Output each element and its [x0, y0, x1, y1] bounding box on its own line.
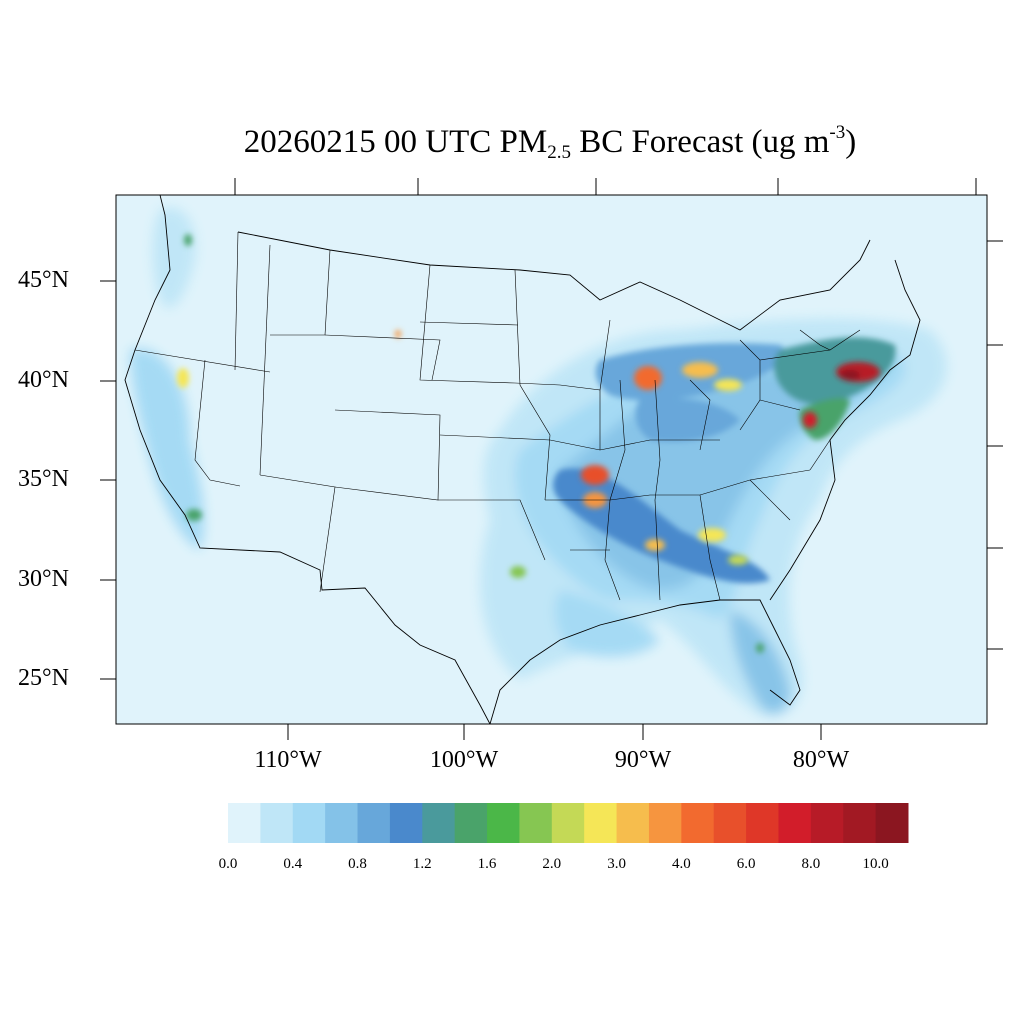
colorbar-swatch: [454, 803, 488, 843]
nyc-core: [840, 370, 860, 380]
colorbar-label: 1.6: [477, 856, 497, 872]
lon-label-100: 100°W: [429, 747, 499, 773]
colorbar-swatch: [778, 803, 812, 843]
coastline-and-border: [124, 195, 491, 724]
lon-label-90: 90°W: [614, 747, 672, 773]
colorbar-swatch: [325, 803, 359, 843]
colorbar-swatch: [648, 803, 682, 843]
georgia-hotspot: [728, 555, 748, 565]
mississippi-hotspot: [645, 539, 665, 551]
lat-label-45: 45°N: [18, 267, 69, 293]
colorbar-label: 1.2: [412, 856, 432, 872]
state-boundaries: [124, 195, 921, 724]
colorbar-swatch: [713, 803, 747, 843]
colorbar-label: 0.0: [218, 856, 238, 872]
lat-label-35: 35°N: [18, 466, 69, 492]
concentration-field: [130, 207, 947, 716]
lat-label-25: 25°N: [18, 665, 69, 691]
colorbar-swatch: [584, 803, 618, 843]
map-frame: [115, 194, 988, 725]
colorbar-swatch: [519, 803, 553, 843]
lon-label-80: 80°W: [792, 747, 850, 773]
alabama-hotspot: [698, 528, 726, 542]
lat-label-40: 40°N: [18, 367, 69, 393]
atlantic-coast-line: [769, 259, 921, 601]
colorbar-swatch: [260, 803, 294, 843]
colorbar-label: 0.8: [348, 856, 367, 872]
colorbar-swatch: [228, 803, 261, 843]
gulf-coast-line: [489, 599, 801, 724]
colorbar-swatch: [746, 803, 779, 843]
cleveland-hotspot: [714, 379, 742, 391]
colorbar-swatch: [487, 803, 520, 843]
colorbar: [228, 803, 909, 843]
colorbar-label: 4.0: [671, 856, 691, 872]
colorbar-label: 6.0: [736, 856, 756, 872]
colorbar-swatch: [875, 803, 909, 843]
colorbar-swatch: [810, 803, 844, 843]
northeast-band: [774, 337, 896, 405]
colorbar-swatch: [551, 803, 585, 843]
detroit-hotspot: [682, 362, 718, 378]
axis-ticks: [100, 178, 1003, 740]
south-band: [553, 468, 770, 584]
colorbar-label: 10.0: [862, 856, 889, 872]
colorbar-swatch: [843, 803, 877, 843]
sf-hotspot: [177, 368, 189, 388]
colorbar-swatch: [681, 803, 715, 843]
colorbar-swatch: [616, 803, 650, 843]
houston-hotspot: [510, 566, 526, 578]
florida-plume: [730, 610, 790, 714]
dc-hotspot: [803, 412, 817, 428]
colorbar-swatch: [422, 803, 456, 843]
seattle-hotspot: [184, 234, 192, 246]
denver-hotspot: [395, 330, 401, 338]
la-hotspot: [186, 509, 202, 521]
colorbar-swatch: [357, 803, 391, 843]
lat-label-30: 30°N: [18, 566, 69, 592]
chicago-hotspot: [634, 366, 662, 390]
west-coast-light: [130, 348, 205, 550]
arkansas-hotspot: [581, 465, 609, 485]
colorbar-label: 3.0: [607, 856, 626, 872]
colorbar-label: 2.0: [542, 856, 562, 872]
colorbar-swatch: [389, 803, 423, 843]
map-title: 20260215 00 UTC PM2.5 BC Forecast (ug m-…: [243, 122, 857, 163]
lon-label-110: 110°W: [254, 747, 322, 773]
ohio-valley: [635, 398, 740, 442]
colorbar-label: 0.4: [283, 856, 303, 872]
tampa-hotspot: [756, 643, 764, 653]
colorbar-swatch: [292, 803, 326, 843]
i95-corridor: [799, 398, 850, 440]
colorbar-label: 8.0: [801, 856, 821, 872]
